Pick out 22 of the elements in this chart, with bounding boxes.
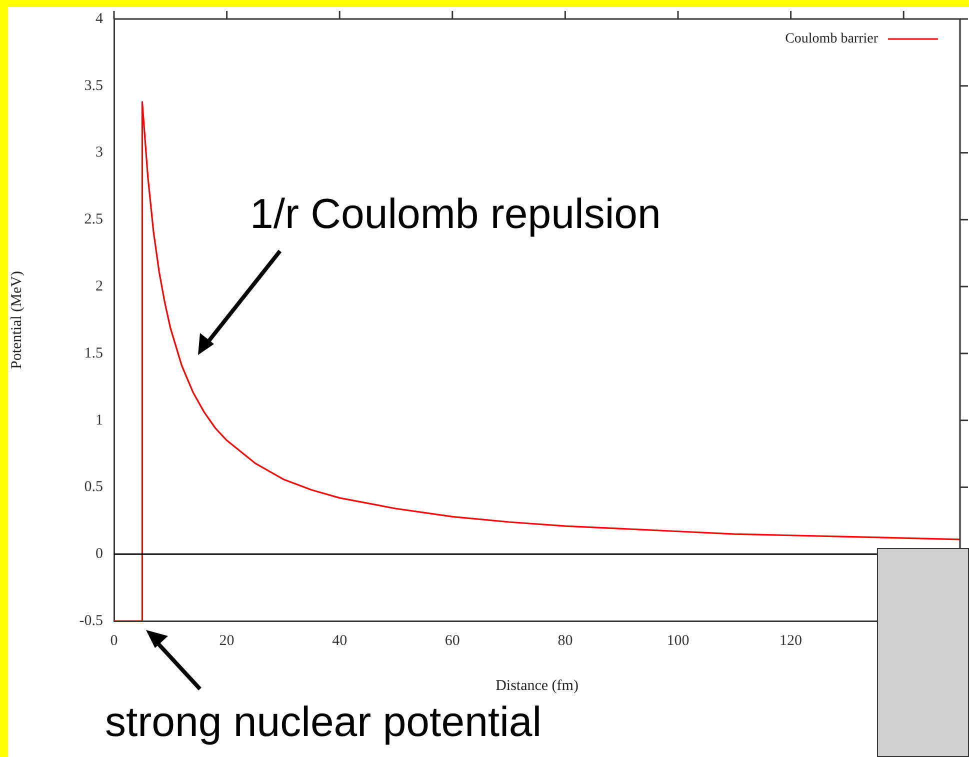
x-tick-label: 80: [558, 632, 573, 649]
y-tick-label: 3.5: [84, 78, 103, 94]
x-tick-label: 60: [444, 632, 460, 649]
y-tick-label: 2.5: [84, 212, 103, 228]
y-tick-label: 1: [96, 412, 103, 428]
legend-label: Coulomb barrier: [785, 32, 878, 47]
x-tick-label: 20: [219, 632, 234, 649]
y-tick-label: 2: [96, 278, 103, 294]
x-tick-label: 40: [332, 632, 348, 649]
x-tick-label: 0: [110, 632, 118, 649]
text: strong nuclear potential: [105, 698, 542, 745]
y-tick-label: 4: [96, 10, 104, 27]
y-tick-label: -0.5: [79, 612, 103, 629]
y-tick-label: 3: [96, 144, 103, 161]
x-axis-title: Distance (fm): [496, 678, 578, 694]
y-tick-label: 0: [96, 546, 103, 562]
x-tick-label: 100: [666, 632, 690, 649]
annotation: 1/r Coulomb repulsion: [250, 190, 661, 237]
y-axis-title: Potential (MeV): [8, 271, 25, 369]
x-tick-label: 120: [780, 632, 802, 649]
y-tick-label: 1.5: [84, 345, 103, 362]
y-tick-label: 0.5: [84, 479, 103, 496]
